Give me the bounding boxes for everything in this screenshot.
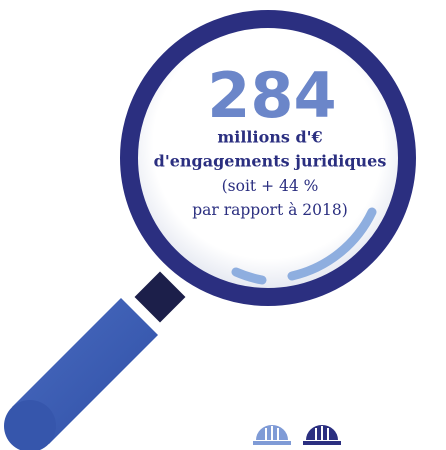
handle-connector (134, 271, 186, 323)
lens-highlight (231, 267, 267, 285)
note-line: par rapport à 2018) (192, 201, 348, 219)
lens-highlight (287, 207, 377, 281)
note-line: (soit + 44 % (222, 177, 319, 195)
magnifier-handle (12, 298, 158, 444)
magnifier-lens (120, 10, 416, 306)
unit: millions d'€ (217, 128, 322, 147)
key-figure: 284 (207, 59, 336, 132)
description: d'engagements juridiques (154, 152, 387, 171)
handle-end (4, 400, 56, 450)
helmet-ribs (265, 426, 329, 440)
